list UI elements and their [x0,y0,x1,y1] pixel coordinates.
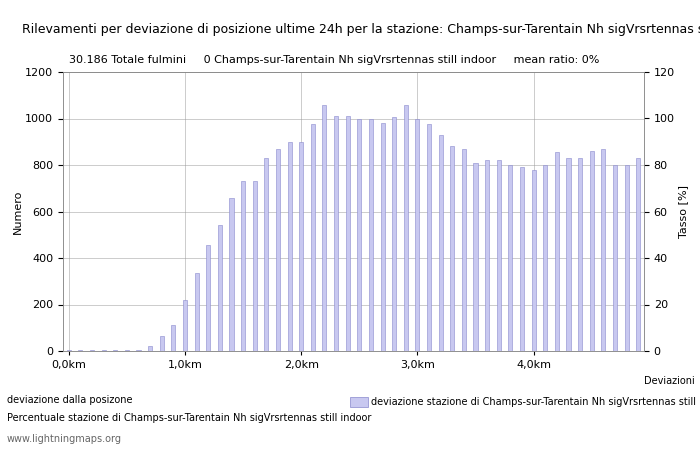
Text: deviazione stazione di Champs-sur-Tarentain Nh sigVrsrtennas still in: deviazione stazione di Champs-sur-Tarent… [371,397,700,407]
Bar [276,148,280,351]
Bar [404,104,408,351]
Bar [241,181,245,351]
Bar [392,117,396,351]
Bar [462,148,466,351]
Y-axis label: Tasso [%]: Tasso [%] [678,185,687,238]
Bar [136,350,141,351]
Bar [566,158,570,351]
Bar [230,198,234,351]
Bar [102,350,106,351]
Bar [172,325,176,351]
Bar [439,135,442,351]
Bar [218,225,222,351]
Bar [357,118,361,351]
Bar [497,160,500,351]
Text: Rilevamenti per deviazione di posizione ultime 24h per la stazione: Champs-sur-T: Rilevamenti per deviazione di posizione … [22,23,700,36]
Text: deviazione dalla posizone: deviazione dalla posizone [7,395,132,405]
Bar [578,158,582,351]
Bar [125,350,129,351]
Text: Percentuale stazione di Champs-sur-Tarentain Nh sigVrsrtennas still indoor: Percentuale stazione di Champs-sur-Taren… [7,413,372,423]
Bar [183,300,187,351]
Bar [288,142,292,351]
Bar [160,336,164,351]
Bar [311,124,315,351]
Text: www.lightningmaps.org: www.lightningmaps.org [7,434,122,444]
Bar [346,116,350,351]
Bar [450,146,454,351]
Bar [520,167,524,351]
Y-axis label: Numero: Numero [13,189,22,234]
Bar [415,118,419,351]
Bar [265,158,268,351]
Bar [589,151,594,351]
Bar [624,165,629,351]
Bar [508,165,512,351]
Bar [66,350,71,351]
Bar [334,116,338,351]
Text: Deviazioni: Deviazioni [644,376,694,386]
Bar [369,118,373,351]
Bar [253,181,257,351]
Bar [113,350,118,351]
Bar [543,165,547,351]
Bar [613,165,617,351]
Bar [299,142,303,351]
Text: 30.186 Totale fulmini     0 Champs-sur-Tarentain Nh sigVrsrtennas still indoor  : 30.186 Totale fulmini 0 Champs-sur-Taren… [69,55,599,65]
Bar [636,158,641,351]
Bar [531,170,536,351]
Bar [195,273,199,351]
Bar [148,346,152,351]
Bar [473,163,477,351]
Bar [78,350,83,351]
Bar [485,160,489,351]
Bar [601,148,606,351]
Bar [90,350,94,351]
Bar [206,245,210,351]
Bar [555,152,559,351]
Bar [427,124,431,351]
Bar [381,123,384,351]
Bar [323,104,326,351]
